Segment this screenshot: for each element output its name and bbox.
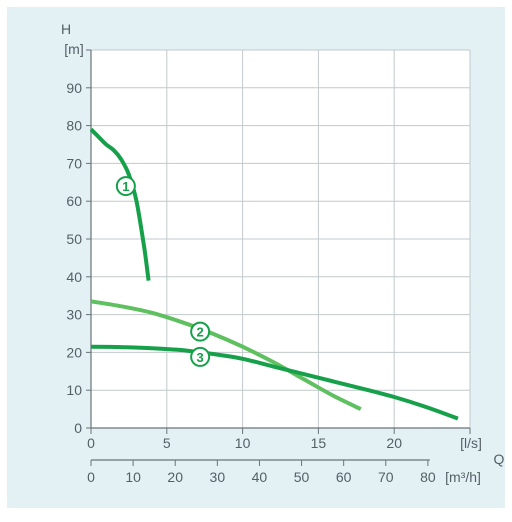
markers-group: 1 2 3 <box>115 176 211 367</box>
series-3-marker-label: 3 <box>197 350 204 365</box>
x-tick-label: 20 <box>386 435 402 451</box>
x-tick-label: 15 <box>311 435 327 451</box>
y-axis-label: H <box>61 21 71 37</box>
labels-group: 0 10 20 30 40 50 60 70 80 90 0 5 10 15 20 0 10 20 30 40 50 60… <box>61 21 505 485</box>
y-axis-unit: [m] <box>64 41 83 57</box>
y-tick-label: 70 <box>66 155 82 171</box>
y-tick-label: 90 <box>66 80 82 96</box>
series-2-marker-label: 2 <box>197 325 204 340</box>
y-tick-label: 20 <box>66 344 82 360</box>
x2-tick-label: 60 <box>336 469 352 485</box>
x2-tick-label: 40 <box>252 469 268 485</box>
y-tick-label: 0 <box>74 420 82 436</box>
series-group <box>89 127 459 421</box>
series-2-marker <box>190 321 211 342</box>
series-2-line <box>90 299 362 411</box>
y-tick-label: 10 <box>66 382 82 398</box>
x2-tick-label: 80 <box>420 469 436 485</box>
axes <box>86 49 471 466</box>
y-tick-label: 80 <box>66 118 82 134</box>
series-3-marker <box>190 346 211 367</box>
x2-tick-label: 30 <box>210 469 226 485</box>
series-1-line <box>89 127 151 281</box>
grid <box>91 49 471 428</box>
series-3-line <box>90 344 459 421</box>
y-tick-label: 40 <box>66 269 82 285</box>
series-1-marker <box>115 176 136 197</box>
x-tick-label: 0 <box>87 435 95 451</box>
x-tick-label: 5 <box>163 435 171 451</box>
x2-tick-label: 10 <box>125 469 141 485</box>
x-axis-label: Q <box>494 451 505 467</box>
series-1-marker-label: 1 <box>122 179 129 194</box>
y-tick-label: 30 <box>66 307 82 323</box>
x2-tick-label: 70 <box>378 469 394 485</box>
x2-tick-label: 20 <box>167 469 183 485</box>
x-axis-unit: [l/s] <box>460 435 482 451</box>
y-tick-label: 60 <box>66 193 82 209</box>
x2-axis-unit: [m³/h] <box>445 469 481 485</box>
x-tick-label: 10 <box>235 435 251 451</box>
x2-tick-label: 50 <box>294 469 310 485</box>
y-tick-label: 50 <box>66 231 82 247</box>
x2-tick-label: 0 <box>87 469 95 485</box>
